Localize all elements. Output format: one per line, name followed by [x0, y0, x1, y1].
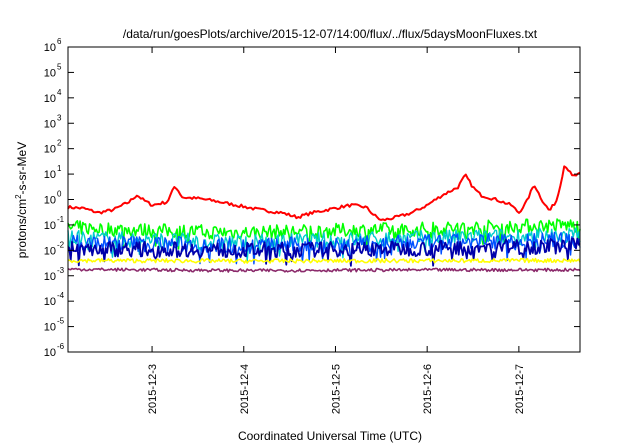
- series-line-3: [67, 227, 581, 262]
- y-tick-label: 10: [44, 169, 56, 181]
- y-tick-label: 10: [44, 347, 56, 359]
- x-tick-label: 2015-12-4: [239, 364, 251, 414]
- series-line-4: [67, 231, 581, 265]
- series-line-2: [67, 218, 581, 250]
- svg-text:protons/cm2-s-sr-MeV: protons/cm2-s-sr-MeV: [14, 142, 29, 258]
- series-line-7: [67, 267, 581, 273]
- y-tick-label-exp: -2: [57, 240, 65, 249]
- y-tick-label: 10: [44, 144, 56, 156]
- y-axis-label: protons/cm2-s-sr-MeV: [14, 142, 29, 258]
- series-line-5: [67, 237, 581, 267]
- x-tick-label: 2015-12-5: [330, 364, 342, 414]
- y-tick-label-exp: -1: [57, 215, 65, 224]
- axis-layer: 10-610-510-410-310-210-11001011021031041…: [44, 37, 580, 414]
- y-tick-label-exp: -3: [57, 266, 65, 275]
- y-tick-label: 10: [44, 245, 56, 257]
- x-tick-label: 2015-12-6: [422, 364, 434, 414]
- x-tick-label: 2015-12-7: [514, 364, 526, 414]
- y-tick-label: 10: [44, 67, 56, 79]
- y-tick-label-exp: 5: [57, 62, 62, 71]
- y-tick-label: 10: [44, 195, 56, 207]
- y-tick-label: 10: [44, 296, 56, 308]
- y-tick-label: 10: [44, 93, 56, 105]
- series-line-6: [67, 257, 581, 264]
- series-layer: [67, 165, 581, 273]
- y-tick-label-exp: 0: [57, 190, 62, 199]
- y-tick-label: 10: [44, 42, 56, 54]
- y-tick-label-exp: -4: [57, 291, 65, 300]
- y-tick-label-exp: -5: [57, 317, 65, 326]
- y-tick-label: 10: [44, 271, 56, 283]
- y-tick-label: 10: [44, 220, 56, 232]
- chart-title: /data/run/goesPlots/archive/2015-12-07/1…: [123, 27, 538, 41]
- x-axis-label: Coordinated Universal Time (UTC): [238, 429, 422, 443]
- series-line-1: [67, 165, 581, 222]
- x-tick-label: 2015-12-3: [147, 364, 159, 414]
- y-tick-label-exp: 1: [57, 164, 62, 173]
- y-tick-label-exp: 2: [57, 139, 62, 148]
- y-tick-label-exp: 3: [57, 113, 62, 122]
- y-tick-label: 10: [44, 322, 56, 334]
- y-tick-label-exp: 6: [57, 37, 62, 46]
- y-tick-label-exp: -6: [57, 342, 65, 351]
- y-tick-label-exp: 4: [57, 88, 62, 97]
- y-tick-label: 10: [44, 118, 56, 130]
